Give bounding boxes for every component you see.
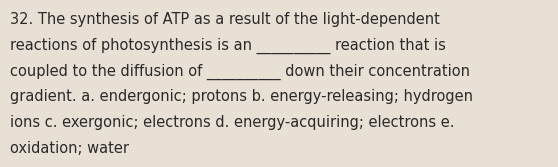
Text: oxidation; water: oxidation; water (10, 141, 129, 156)
Text: 32. The synthesis of ATP as a result of the light-dependent: 32. The synthesis of ATP as a result of … (10, 12, 440, 27)
Text: reactions of photosynthesis is an __________ reaction that is: reactions of photosynthesis is an ______… (10, 38, 446, 54)
Text: coupled to the diffusion of __________ down their concentration: coupled to the diffusion of __________ d… (10, 63, 470, 80)
Text: gradient. a. endergonic; protons b. energy-releasing; hydrogen: gradient. a. endergonic; protons b. ener… (10, 89, 473, 104)
Text: ions c. exergonic; electrons d. energy-acquiring; electrons e.: ions c. exergonic; electrons d. energy-a… (10, 115, 455, 130)
